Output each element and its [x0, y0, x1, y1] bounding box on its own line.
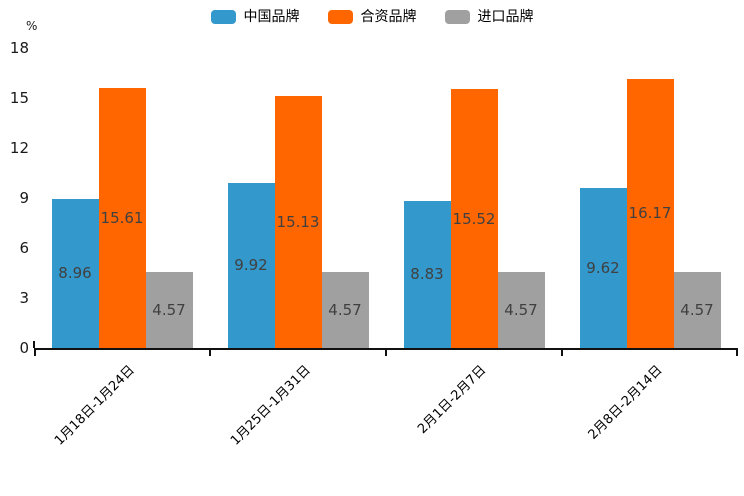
y-tick-label: 18: [9, 39, 29, 57]
bar-进口品牌-2: 4.57: [497, 271, 545, 348]
bar-中国品牌-3: 9.62: [579, 187, 627, 348]
x-axis-label: 1月18日-1月24日: [51, 362, 138, 449]
bar-value-label: 4.57: [328, 300, 362, 319]
legend-item-2[interactable]: 进口品牌: [444, 8, 534, 26]
bar-value-label: 4.57: [504, 300, 538, 319]
legend-swatch-icon: [210, 10, 236, 24]
bar-value-label: 4.57: [680, 300, 714, 319]
y-axis-unit-label: %: [26, 19, 38, 33]
y-tick-label: 12: [9, 139, 29, 157]
legend-item-1[interactable]: 合资品牌: [327, 8, 417, 26]
legend-item-0[interactable]: 中国品牌: [210, 8, 300, 26]
bar-group-2: 8.83 15.52 4.57: [386, 48, 562, 348]
bar-group-0: 8.96 15.61 4.57: [34, 48, 210, 348]
plot-area: 8.96 15.61 4.57 1月18日-1月24日 9.92 15.13 4.57 1月2…: [33, 48, 738, 449]
y-tick-label: 15: [9, 89, 29, 107]
y-tick-label: 0: [19, 339, 29, 357]
y-axis: 0 3 6 9 12 15 18: [0, 39, 29, 357]
bar-value-label: 4.57: [152, 300, 186, 319]
x-axis-tick-mark: [736, 350, 738, 356]
bar-value-label: 15.52: [452, 209, 496, 228]
x-axis-label: 1月25日-1月31日: [227, 362, 314, 449]
x-axis-tick-mark: [561, 350, 563, 356]
bar-进口品牌-1: 4.57: [321, 271, 369, 348]
y-tick-label: 6: [19, 239, 29, 257]
bar-group-3: 9.62 16.17 4.57: [562, 48, 738, 348]
legend-swatch-icon: [444, 10, 470, 24]
bar-中国品牌-0: 8.96: [51, 198, 99, 348]
bar-value-label: 16.17: [628, 204, 672, 223]
bar-中国品牌-2: 8.83: [403, 200, 451, 348]
x-axis-label: 2月8日-2月14日: [585, 362, 666, 443]
bar-合资品牌-1: 15.13: [274, 95, 322, 348]
bar-value-label: 9.92: [234, 256, 268, 275]
bar-value-label: 15.61: [100, 208, 144, 227]
bar-进口品牌-3: 4.57: [673, 271, 721, 348]
y-tick-label: 3: [19, 289, 29, 307]
x-axis-tick-mark: [209, 350, 211, 356]
bar-value-label: 9.62: [586, 258, 620, 277]
bar-合资品牌-2: 15.52: [450, 89, 498, 348]
chart-legend: 中国品牌 合资品牌 进口品牌: [0, 8, 744, 26]
bar-group-1: 9.92 15.13 4.57: [210, 48, 386, 348]
bar-中国品牌-1: 9.92: [227, 182, 275, 348]
y-tick-label: 9: [19, 189, 29, 207]
x-axis-tick-mark: [34, 350, 36, 356]
x-axis-tick-mark: [385, 350, 387, 356]
legend-swatch-icon: [327, 10, 353, 24]
bar-合资品牌-0: 15.61: [98, 87, 146, 348]
legend-item-label: 合资品牌: [360, 9, 417, 25]
y-axis-endcap-tick: [33, 341, 35, 348]
bar-进口品牌-0: 4.57: [145, 271, 193, 348]
legend-item-label: 进口品牌: [477, 9, 534, 25]
bar-value-label: 8.83: [410, 265, 444, 284]
legend-item-label: 中国品牌: [243, 9, 300, 25]
bar-value-label: 8.96: [58, 264, 92, 283]
bar-value-label: 15.13: [276, 212, 320, 231]
x-axis-label: 2月1日-2月7日: [415, 362, 490, 437]
bar-合资品牌-3: 16.17: [626, 78, 674, 348]
